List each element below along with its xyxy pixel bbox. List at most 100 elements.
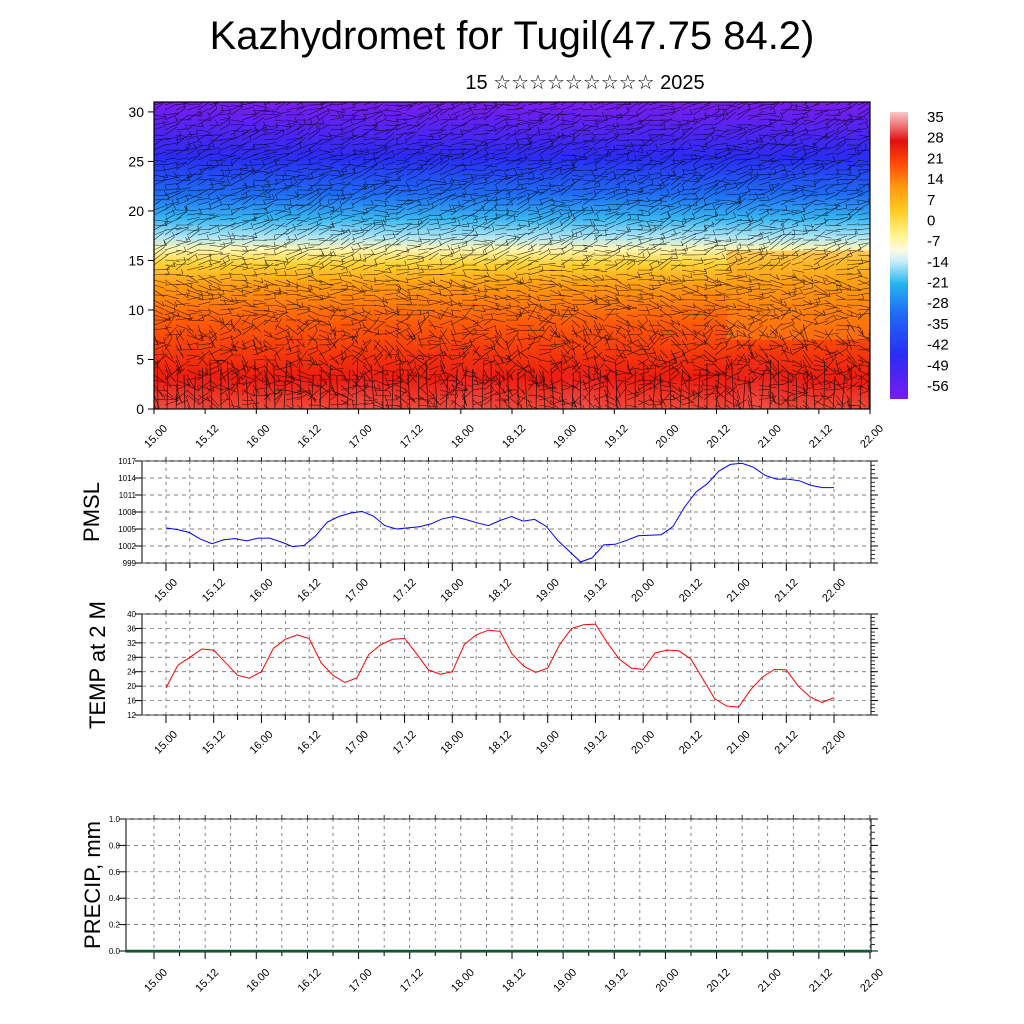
heatmap-x-tick-label: 18.00 [449, 423, 477, 451]
heatmap-y-tick-label: 30 [128, 104, 144, 120]
x-tick-label: 19.12 [582, 729, 610, 757]
x-tick-label: 15.00 [152, 577, 180, 605]
x-tick-label: 15.00 [142, 967, 170, 995]
heatmap-x-tick-label: 21.12 [807, 423, 835, 451]
y-tick-label: 1002 [118, 542, 136, 551]
x-tick-label: 16.00 [244, 967, 272, 995]
y-tick-label: 1011 [119, 491, 137, 500]
y-tick-label: 1008 [118, 508, 136, 517]
y-tick-label: 0.6 [109, 868, 121, 877]
pmsl-axis: 999 1002 1005 1008 1011 1014 1017 15.00 15.12 16.… [118, 457, 878, 605]
x-tick-label: 18.00 [438, 577, 466, 605]
colorbar: 35 28 21 14 7 0 -7 -14 -21 -28 -35 -42 -49 -56 [890, 109, 949, 399]
x-tick-label: 18.00 [438, 729, 466, 757]
heatmap-x-tick-label: 22.00 [858, 423, 886, 451]
colorbar-label: -28 [927, 295, 949, 312]
y-tick-label: 36 [127, 624, 136, 633]
heatmap-y-axis: 0 5 10 15 20 25 30 [128, 104, 154, 417]
temp-frame [141, 613, 872, 716]
pmsl-line [165, 462, 834, 563]
x-tick-label: 17.00 [343, 577, 371, 605]
x-tick-label: 15.00 [152, 729, 180, 757]
precip-frame [125, 818, 872, 953]
pmsl-panel: 999 1002 1005 1008 1011 1014 1017 15.00 15.12 16.… [79, 457, 878, 605]
heatmap-x-tick-label: 18.12 [500, 423, 528, 451]
colorbar-label: 0 [927, 212, 935, 229]
y-tick-label: 16 [127, 697, 136, 706]
heatmap-y-tick-label: 20 [128, 203, 144, 219]
x-tick-label: 22.00 [820, 729, 848, 757]
y-tick-label: 40 [127, 610, 136, 619]
y-tick-label: 1014 [118, 474, 136, 483]
x-tick-label: 17.12 [398, 967, 426, 995]
x-tick-label: 20.00 [629, 729, 657, 757]
x-tick-label: 19.00 [534, 577, 562, 605]
x-tick-label: 20.12 [677, 577, 705, 605]
y-tick-label: 1.0 [109, 815, 121, 824]
heatmap-x-tick-label: 16.12 [296, 423, 324, 451]
temp-panel: 12 16 20 24 28 32 36 40 15.00 15.12 16.00 16.12 17.0… [85, 601, 878, 757]
y-tick-label: 32 [127, 639, 136, 648]
temp-axis: 12 16 20 24 28 32 36 40 15.00 15.12 16.00 16.12 17.0… [127, 610, 878, 757]
colorbar-label: -14 [927, 254, 949, 271]
x-tick-label: 19.12 [582, 577, 610, 605]
heatmap-y-tick-label: 25 [128, 153, 144, 169]
heatmap-x-tick-label: 17.12 [398, 423, 426, 451]
x-tick-label: 17.12 [391, 729, 419, 757]
y-tick-label: 0.8 [109, 841, 121, 850]
heatmap-y-tick-label: 0 [136, 401, 144, 417]
x-tick-label: 16.00 [248, 729, 276, 757]
precip-ylabel: PRECIP, mm [80, 821, 105, 949]
y-tick-label: 28 [127, 653, 136, 662]
colorbar-label: -49 [927, 357, 949, 374]
colorbar-label: 35 [927, 109, 944, 126]
x-tick-label: 22.00 [858, 967, 886, 995]
precip-panel: 0.0 0.2 0.4 0.6 0.8 1.0 15.00 15.12 16.00 16.12 17… [80, 815, 886, 995]
colorbar-label: -42 [927, 337, 949, 354]
y-tick-label: 12 [127, 711, 136, 720]
heatmap-x-tick-label: 17.00 [347, 423, 375, 451]
x-tick-label: 20.00 [654, 967, 682, 995]
surface-barbs [157, 359, 870, 409]
x-tick-label: 16.00 [248, 577, 276, 605]
heatmap-x-tick-label: 15.00 [142, 423, 170, 451]
y-tick-label: 1017 [118, 457, 136, 466]
heatmap-x-tick-label: 19.12 [602, 423, 630, 451]
x-tick-label: 17.00 [343, 729, 371, 757]
y-tick-label: 20 [127, 682, 136, 691]
wind-barbs [154, 102, 870, 409]
heatmap-y-tick-label: 15 [128, 252, 144, 268]
x-tick-label: 15.12 [200, 577, 228, 605]
x-tick-label: 21.12 [772, 577, 800, 605]
x-tick-label: 19.00 [534, 729, 562, 757]
colorbar-strip [890, 112, 908, 399]
pmsl-grid [142, 460, 871, 564]
colorbar-label: 28 [927, 130, 944, 147]
heatmap-x-tick-label: 16.00 [244, 423, 272, 451]
heatmap-x-tick-label: 20.00 [654, 423, 682, 451]
x-tick-label: 16.12 [296, 967, 324, 995]
temp-ylabel: TEMP at 2 M [85, 601, 110, 729]
heatmap-x-tick-label: 20.12 [705, 423, 733, 451]
heatmap-overlay [154, 102, 870, 409]
colorbar-labels: 35 28 21 14 7 0 -7 -14 -21 -28 -35 -42 -49 -56 [927, 109, 949, 395]
page-title: Kazhydromet for Tugil(47.75 84.2) [209, 14, 815, 58]
x-tick-label: 17.00 [347, 967, 375, 995]
temp-line [165, 623, 835, 708]
y-tick-label: 0.2 [109, 921, 121, 930]
y-tick-label: 0.4 [109, 894, 121, 903]
x-tick-label: 16.12 [295, 577, 323, 605]
pmsl-ylabel: PMSL [79, 482, 104, 542]
colorbar-label: 7 [927, 192, 935, 209]
heatmap-y-tick-label: 5 [136, 351, 144, 367]
x-tick-label: 18.12 [486, 729, 514, 757]
warm-cell-2 [431, 316, 508, 409]
x-tick-label: 20.12 [677, 729, 705, 757]
y-tick-label: 0.0 [109, 947, 121, 956]
x-tick-label: 18.12 [486, 577, 514, 605]
x-tick-label: 18.00 [449, 967, 477, 995]
x-tick-label: 17.12 [391, 577, 419, 605]
x-tick-label: 15.12 [200, 729, 228, 757]
x-tick-label: 19.12 [602, 967, 630, 995]
